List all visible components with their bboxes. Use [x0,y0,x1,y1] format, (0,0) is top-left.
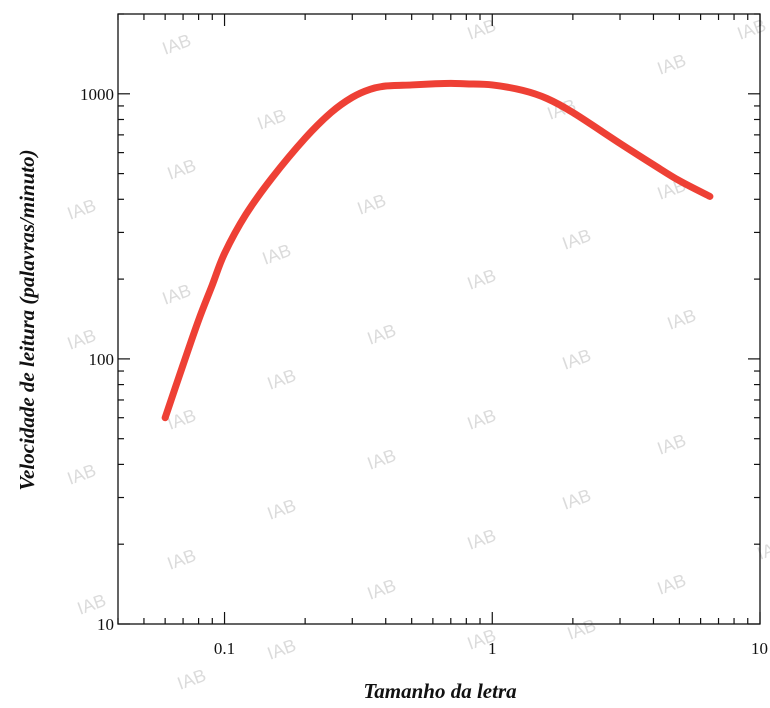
watermark-text: IAB [365,575,399,604]
watermark-text: IAB [665,305,699,334]
watermark-text: IAB [160,280,194,309]
watermark-text: IAB [735,15,769,44]
series-layer [161,79,714,422]
watermark-text: IAB [65,460,99,489]
watermark-text: IAB [465,15,499,44]
watermark-text: IAB [365,445,399,474]
y-tick-label: 10 [97,615,114,634]
watermark-text: IAB [565,615,599,644]
x-axis-title: Tamanho da letra [363,679,516,703]
x-tick-label: 1 [488,639,497,658]
watermark-text: IAB [560,485,594,514]
y-axis: 10 100 1000 [80,13,760,634]
watermark-text: IAB [560,225,594,254]
watermark-text: IAB [165,155,199,184]
watermark-text: IAB [465,525,499,554]
x-tick-label: 10 [751,639,768,658]
plot-frame [117,13,761,625]
watermark-text: IAB [755,535,770,564]
x-axis: 0.1 1 10 [117,14,768,658]
watermark-text: IAB [365,320,399,349]
watermark-text: IAB [655,570,689,599]
watermark-text: IAB [560,345,594,374]
watermark-text: IAB [265,365,299,394]
watermark-text: IAB [355,190,389,219]
watermark-text: IAB [260,240,294,269]
watermark-text: IAB [265,495,299,524]
watermark-text: IAB [655,50,689,79]
plot-area [117,13,761,625]
watermark-text: IAB [265,635,299,664]
x-tick-label: 0.1 [214,639,235,658]
watermark-layer: IAB IAB IAB IAB IAB IAB IAB IAB IAB IAB IAB IAB IAB I… [65,15,770,694]
y-tick-label: 1000 [80,85,114,104]
watermark-text: IAB [465,405,499,434]
watermark-text: IAB [655,430,689,459]
watermark-text: IAB [160,30,194,59]
watermark-text: IAB [65,195,99,224]
watermark-text: IAB [255,105,289,134]
y-tick-label: 100 [89,350,115,369]
series-line-0 [161,79,714,422]
y-axis-title: Velocidade de leitura (palavras/minuto) [15,149,39,490]
watermark-text: IAB [165,545,199,574]
watermark-text: IAB [175,665,209,694]
watermark-text: IAB [465,265,499,294]
